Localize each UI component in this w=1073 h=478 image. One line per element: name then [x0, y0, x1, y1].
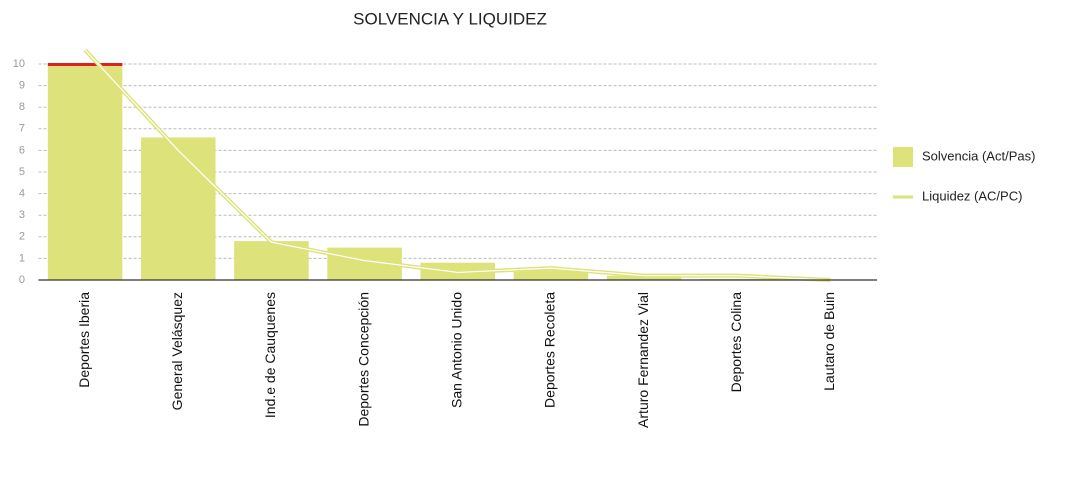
- x-tick-label: Deportes Concepción: [355, 292, 371, 427]
- overflow-marker: [47, 63, 123, 66]
- chart-title: SOLVENCIA Y LIQUIDEZ: [353, 9, 547, 28]
- y-tick-label: 5: [19, 166, 25, 178]
- legend-label: Liquidez (AC/PC): [922, 188, 1022, 203]
- x-tick-label: Ind.e de Cauquenes: [262, 292, 278, 418]
- legend-swatch: [893, 147, 913, 167]
- bar: [47, 64, 123, 280]
- x-tick-label: Deportes Colina: [728, 292, 744, 393]
- y-tick-label: 8: [19, 101, 25, 113]
- y-tick-label: 7: [19, 123, 25, 135]
- bar: [513, 270, 589, 280]
- x-tick-label: Arturo Fernandez Vial: [635, 292, 651, 428]
- x-tick-label: Deportes Iberia: [76, 292, 92, 388]
- y-tick-label: 1: [19, 252, 25, 264]
- x-tick-label: General Velásquez: [169, 292, 185, 410]
- x-tick-label: Deportes Recoleta: [542, 292, 558, 408]
- line-series-inner: [84, 49, 831, 281]
- y-tick-label: 6: [19, 144, 25, 156]
- y-tick-label: 2: [19, 231, 25, 243]
- y-tick-label: 10: [13, 58, 25, 70]
- y-tick-label: 3: [19, 209, 25, 221]
- y-tick-label: 9: [19, 80, 25, 92]
- bar: [606, 275, 682, 280]
- y-tick-label: 4: [19, 188, 25, 200]
- bar: [140, 137, 216, 280]
- legend-label: Solvencia (Act/Pas): [922, 148, 1035, 163]
- y-tick-label: 0: [19, 274, 25, 286]
- x-tick-label: San Antonio Unido: [448, 292, 464, 408]
- x-tick-label: Lautaro de Buin: [821, 292, 837, 391]
